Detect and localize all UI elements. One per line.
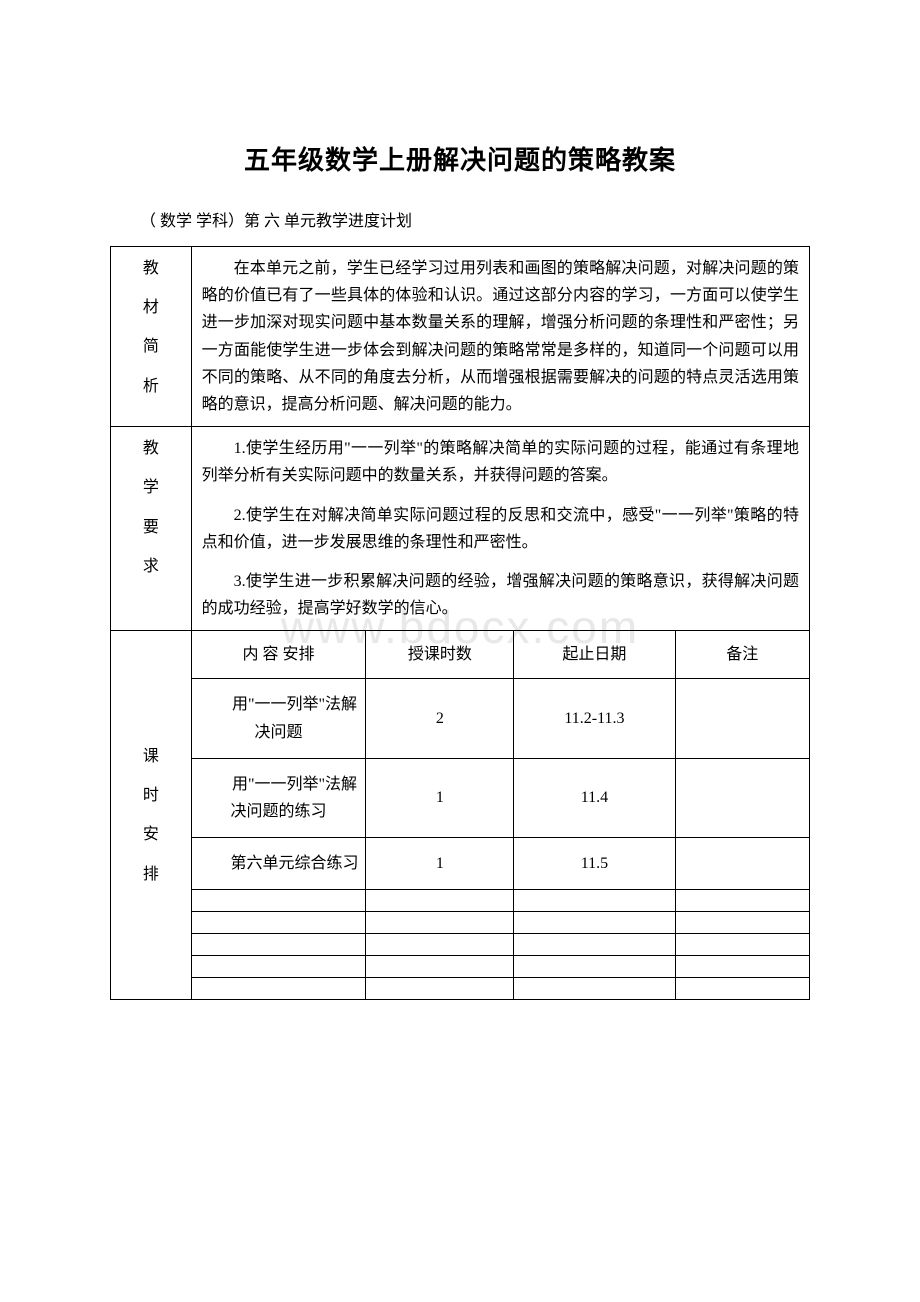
label-char: 时: [143, 782, 159, 809]
schedule-hours-cell: 1: [366, 838, 514, 890]
schedule-header-row: 课 时 安 排 内 容 安排 授课时数 起止日期 备注: [111, 631, 810, 679]
label-char: 排: [143, 861, 159, 888]
empty-cell: [675, 934, 809, 956]
schedule-content-cell: 用"一一列举"法解决问题: [191, 679, 366, 758]
schedule-dates-cell: 11.4: [514, 758, 675, 837]
header-hours: 授课时数: [366, 631, 514, 679]
label-char: 课: [143, 743, 159, 770]
document-subtitle: （ 数学 学科）第 六 单元教学进度计划: [110, 207, 810, 231]
schedule-data-row: 用"一一列举"法解决问题 2 11.2-11.3: [111, 679, 810, 758]
schedule-data-row: 第六单元综合练习 1 11.5: [111, 838, 810, 890]
schedule-data-row: 用"一一列举"法解决问题的练习 1 11.4: [111, 758, 810, 837]
requirements-row: 教 学 要 求 1.使学生经历用"一一列举"的策略解决简单的实际问题的过程，能通…: [111, 427, 810, 631]
schedule-hours-cell: 2: [366, 679, 514, 758]
schedule-notes-cell: [675, 758, 809, 837]
header-content: 内 容 安排: [191, 631, 366, 679]
label-char: 教: [143, 255, 159, 282]
schedule-notes-cell: [675, 679, 809, 758]
label-char: 安: [143, 821, 159, 848]
empty-cell: [191, 912, 366, 934]
requirements-label-cell: 教 学 要 求: [111, 427, 192, 631]
lesson-plan-table: 教 材 简 析 在本单元之前，学生已经学习过用列表和画图的策略解决问题，对解决问…: [110, 246, 810, 1000]
empty-cell: [514, 978, 675, 1000]
empty-cell: [675, 912, 809, 934]
label-char: 材: [143, 294, 159, 321]
schedule-hours-cell: 1: [366, 758, 514, 837]
empty-cell: [366, 934, 514, 956]
empty-schedule-row: [111, 956, 810, 978]
label-char: 学: [143, 474, 159, 501]
empty-cell: [366, 978, 514, 1000]
empty-cell: [675, 978, 809, 1000]
empty-cell: [191, 890, 366, 912]
material-label-cell: 教 材 简 析: [111, 247, 192, 427]
schedule-content-cell: 第六单元综合练习: [191, 838, 366, 890]
schedule-notes-cell: [675, 838, 809, 890]
empty-cell: [366, 912, 514, 934]
label-char: 要: [143, 514, 159, 541]
empty-schedule-row: [111, 912, 810, 934]
requirements-content-cell: 1.使学生经历用"一一列举"的策略解决简单的实际问题的过程，能通过有条理地列举分…: [191, 427, 809, 631]
empty-cell: [514, 934, 675, 956]
label-char: 求: [143, 553, 159, 580]
empty-cell: [191, 956, 366, 978]
empty-cell: [366, 956, 514, 978]
schedule-label-cell: 课 时 安 排: [111, 631, 192, 1000]
empty-cell: [675, 956, 809, 978]
label-char: 教: [143, 435, 159, 462]
schedule-dates-cell: 11.5: [514, 838, 675, 890]
schedule-content-cell: 用"一一列举"法解决问题的练习: [191, 758, 366, 837]
empty-cell: [514, 956, 675, 978]
requirement-paragraph: 2.使学生在对解决简单实际问题过程的反思和交流中，感受"一一列举"策略的特点和价…: [202, 502, 799, 556]
header-dates: 起止日期: [514, 631, 675, 679]
empty-schedule-row: [111, 934, 810, 956]
empty-schedule-row: [111, 978, 810, 1000]
schedule-dates-cell: 11.2-11.3: [514, 679, 675, 758]
empty-cell: [366, 890, 514, 912]
material-content-cell: 在本单元之前，学生已经学习过用列表和画图的策略解决问题，对解决问题的策略的价值已…: [191, 247, 809, 427]
empty-schedule-row: [111, 890, 810, 912]
header-notes: 备注: [675, 631, 809, 679]
empty-cell: [191, 934, 366, 956]
document-title: 五年级数学上册解决问题的策略教案: [110, 140, 810, 177]
label-char: 简: [143, 333, 159, 360]
empty-cell: [191, 978, 366, 1000]
label-char: 析: [143, 373, 159, 400]
requirement-paragraph: 3.使学生进一步积累解决问题的经验，增强解决问题的策略意识，获得解决问题的成功经…: [202, 568, 799, 622]
empty-cell: [675, 890, 809, 912]
empty-cell: [514, 912, 675, 934]
material-analysis-row: 教 材 简 析 在本单元之前，学生已经学习过用列表和画图的策略解决问题，对解决问…: [111, 247, 810, 427]
empty-cell: [514, 890, 675, 912]
requirement-paragraph: 1.使学生经历用"一一列举"的策略解决简单的实际问题的过程，能通过有条理地列举分…: [202, 435, 799, 489]
